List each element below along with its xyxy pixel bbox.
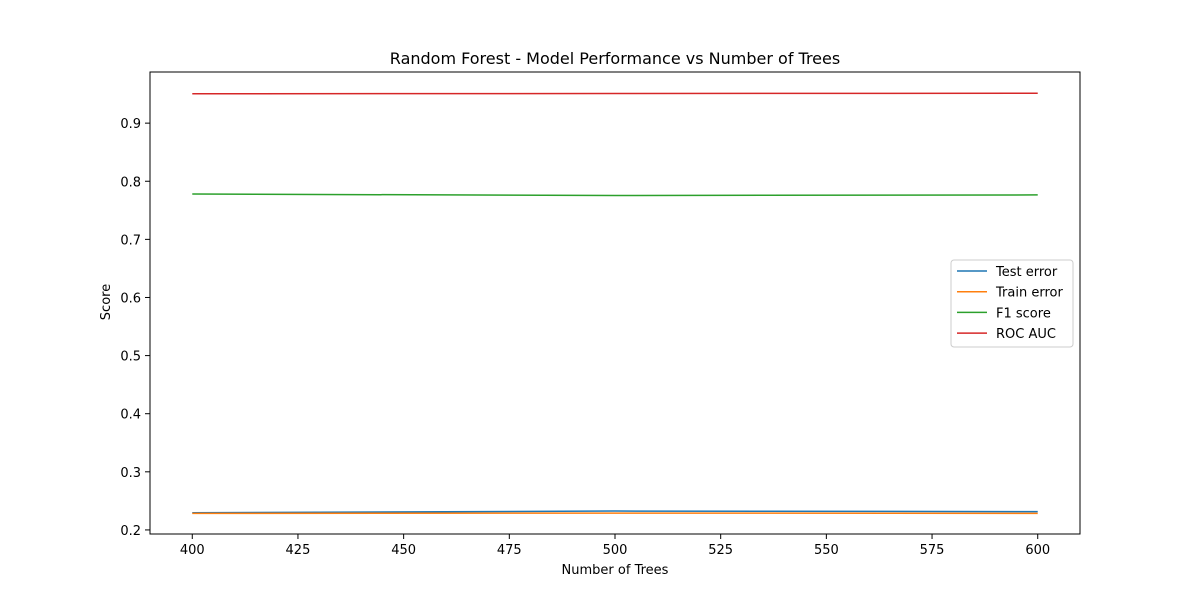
x-axis-label: Number of Trees: [562, 563, 669, 578]
y-axis: 0.2 0.3 0.4 0.5 0.6 0.7 0.8 0.9: [120, 117, 150, 539]
y-tick-label: 0.3: [120, 466, 141, 481]
y-tick-label: 0.8: [120, 175, 141, 190]
legend-entry: Test error: [995, 265, 1058, 280]
x-tick-label: 550: [814, 543, 839, 558]
x-tick-label: 425: [286, 543, 311, 558]
plot-area: [192, 92, 1038, 515]
legend-box: [950, 259, 1074, 348]
y-tick-label: 0.7: [120, 233, 141, 248]
legend: Test error Train error F1 score ROC AUC: [950, 259, 1074, 348]
x-axis: 400 425 450 475 500 525 550 575 600: [180, 534, 1050, 558]
y-axis-label: Score: [99, 284, 114, 320]
legend-entry: Train error: [995, 286, 1063, 301]
y-tick-label: 0.6: [120, 291, 141, 306]
chart-title: Random Forest - Model Performance vs Num…: [390, 49, 840, 68]
x-tick-label: 400: [180, 543, 205, 558]
y-tick-label: 0.4: [120, 408, 141, 423]
x-tick-label: 475: [497, 543, 522, 558]
legend-entry: ROC AUC: [996, 327, 1056, 342]
x-tick-label: 525: [708, 543, 733, 558]
x-tick-label: 575: [920, 543, 945, 558]
x-tick-label: 450: [391, 543, 416, 558]
y-tick-label: 0.2: [120, 524, 141, 539]
x-tick-label: 600: [1025, 543, 1050, 558]
y-tick-label: 0.9: [120, 117, 141, 132]
series-line-test-error: [192, 510, 1038, 514]
series-line-roc-auc: [192, 92, 1038, 95]
legend-entry: F1 score: [996, 306, 1051, 321]
y-tick-label: 0.5: [120, 350, 141, 365]
series-line-f1-score: [192, 193, 1038, 197]
x-tick-label: 500: [603, 543, 628, 558]
